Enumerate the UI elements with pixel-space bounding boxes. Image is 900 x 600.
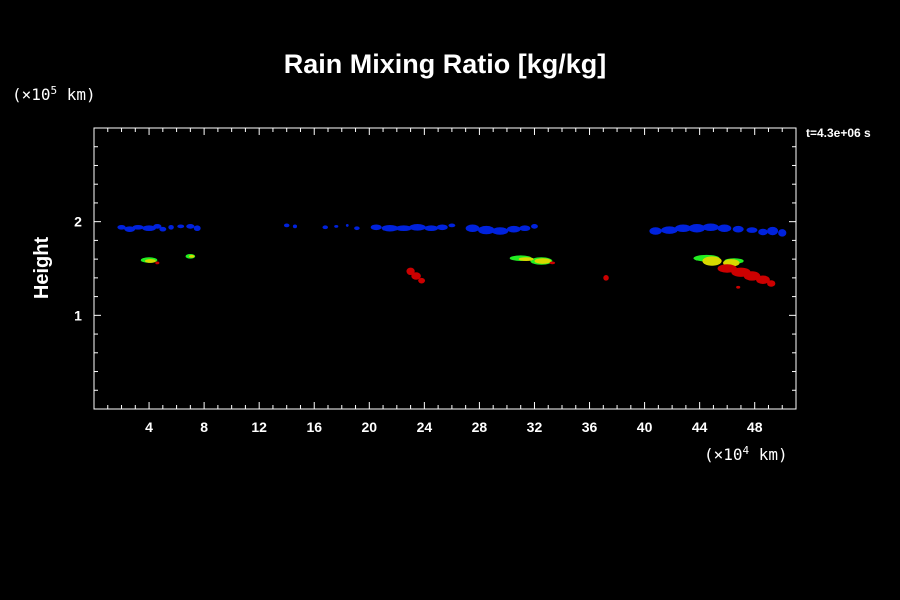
x-tick-label: 28 [472, 419, 488, 435]
rain-cell-blue [767, 226, 779, 236]
rain-cell-blue [283, 223, 290, 228]
rain-region-yellow [702, 256, 740, 267]
rain-cell-blue [778, 229, 787, 237]
x-units-label: (×104 km) [704, 444, 788, 464]
rain-cell-blue [436, 224, 448, 231]
rain-region-red [549, 261, 556, 265]
rain-cell-blue [117, 224, 126, 230]
x-tick-label: 36 [582, 419, 598, 435]
y-axis-label: Height [31, 237, 53, 300]
rain-cell-blue [478, 225, 495, 235]
x-tick-label: 12 [251, 419, 267, 435]
rain-cell-blue [381, 224, 399, 232]
rain-cell-red [155, 261, 160, 265]
rain-cell-yellow [144, 259, 156, 263]
rain-region-blue [746, 226, 787, 237]
x-tick-label: 32 [527, 419, 543, 435]
rain-cell-blue [132, 224, 144, 230]
rain-region-blue [465, 224, 538, 235]
rain-cell-red [743, 271, 761, 281]
rain-cell-red [549, 261, 556, 265]
x-tick-label: 16 [306, 419, 322, 435]
rain-cell-red [603, 275, 609, 281]
chart-title: Rain Mixing Ratio [kg/kg] [284, 49, 607, 79]
rain-cell-blue [322, 225, 329, 230]
rain-cell-red [767, 280, 776, 287]
rain-region-blue [117, 224, 167, 232]
rain-region-yellow [144, 259, 156, 263]
rain-cell-blue [649, 227, 662, 235]
rain-cell-yellow [702, 256, 722, 266]
x-tick-label: 24 [417, 419, 433, 435]
rain-regions [117, 223, 787, 289]
x-tick-label: 4 [145, 419, 153, 435]
rain-region-yellow [518, 257, 551, 264]
x-tick-label: 40 [637, 419, 653, 435]
rain-region-red [603, 275, 609, 281]
x-tick-label: 44 [692, 419, 708, 435]
y-tick-label: 2 [74, 214, 82, 230]
rain-cell-blue [334, 224, 339, 228]
rain-region-red [717, 264, 776, 289]
rain-cell-blue [124, 226, 136, 232]
rain-region-red [406, 267, 426, 284]
rain-cell-blue [424, 225, 439, 232]
rain-cell-red [406, 267, 415, 276]
rain-cell-yellow [518, 257, 534, 262]
rain-cell-red [756, 275, 770, 284]
rain-region-yellow [188, 254, 195, 258]
rain-cell-blue [193, 225, 201, 232]
rain-region-blue [649, 223, 744, 235]
x-tick-label: 48 [747, 419, 763, 435]
rain-cell-blue [732, 225, 744, 233]
rain-cell-blue [746, 227, 758, 233]
rain-region-blue [283, 223, 298, 229]
rain-cell-blue [345, 224, 349, 227]
time-label: t=4.3e+06 s [806, 126, 871, 140]
rain-cell-blue [142, 225, 156, 232]
rain-region-blue [370, 223, 456, 232]
rain-cell-blue [688, 224, 706, 233]
rain-cell-blue [519, 225, 531, 232]
rain-region-red [155, 261, 160, 265]
rain-cell-blue [177, 224, 185, 229]
rain-cell-blue [186, 224, 195, 229]
rain-region-blue [322, 224, 360, 231]
rain-cell-blue [448, 223, 456, 228]
rain-cell-blue [674, 224, 692, 232]
rain-cell-blue [661, 226, 678, 234]
rain-cell-blue [702, 223, 719, 232]
y-units-label: (×105 km) [12, 84, 96, 104]
rain-cell-blue [395, 225, 412, 232]
rain-cell-blue [465, 224, 480, 232]
rain-cell-blue [506, 225, 521, 233]
x-tick-label: 8 [200, 419, 208, 435]
plot-frame [93, 127, 797, 410]
rain-cell-red [418, 277, 426, 284]
rain-cell-blue [168, 224, 174, 230]
rain-cell-red [411, 272, 421, 280]
rain-cell-blue [531, 224, 538, 229]
rain-cell-blue [292, 224, 298, 229]
x-tick-label: 20 [362, 419, 378, 435]
rain-cell-yellow [534, 258, 551, 264]
rain-cell-blue [370, 224, 382, 231]
rain-cell-blue [717, 224, 732, 232]
rain-cell-blue [354, 226, 360, 231]
y-tick-label: 1 [74, 307, 82, 323]
rain-cell-blue [159, 226, 167, 232]
rain-cell-red [736, 285, 741, 289]
rain-cell-blue [758, 228, 768, 236]
rain-cell-blue [409, 224, 426, 231]
rain-cell-blue [491, 227, 509, 235]
rain-cell-blue [153, 224, 162, 229]
rain-cell-yellow [188, 254, 195, 258]
rain-region-blue [168, 224, 201, 232]
